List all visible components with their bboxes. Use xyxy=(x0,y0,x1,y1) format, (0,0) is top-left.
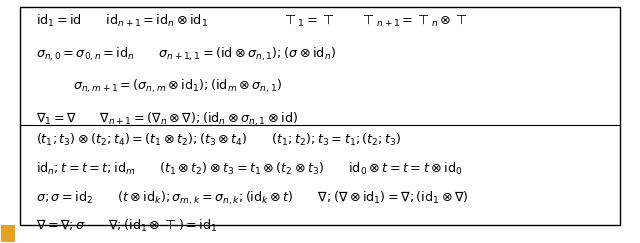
Text: $\nabla = \nabla;\sigma \qquad \nabla;(\mathrm{id}_1 \otimes \top) = \mathrm{id}: $\nabla = \nabla;\sigma \qquad \nabla;(\… xyxy=(36,218,218,234)
Text: $\sigma_{n,0} = \sigma_{0,n} = \mathrm{id}_n \qquad \sigma_{n+1,1} = (\mathrm{id: $\sigma_{n,0} = \sigma_{0,n} = \mathrm{i… xyxy=(36,45,336,63)
Bar xyxy=(1,226,15,242)
Text: $\qquad\quad \sigma_{n,m+1} = (\sigma_{n,m} \otimes \mathrm{id}_1);(\mathrm{id}_: $\qquad\quad \sigma_{n,m+1} = (\sigma_{n… xyxy=(36,78,282,95)
Text: $\sigma;\sigma = \mathrm{id}_2 \qquad (t \otimes \mathrm{id}_k);\sigma_{m,k} = \: $\sigma;\sigma = \mathrm{id}_2 \qquad (t… xyxy=(36,189,468,207)
Text: $\mathrm{id}_1 = \mathrm{id} \quad\quad \mathrm{id}_{n+1} = \mathrm{id}_n \otime: $\mathrm{id}_1 = \mathrm{id} \quad\quad … xyxy=(36,13,467,29)
Text: $\mathrm{id}_n;t = t = t;\mathrm{id}_m \qquad (t_1 \otimes t_2) \otimes t_3 = t_: $\mathrm{id}_n;t = t = t;\mathrm{id}_m \… xyxy=(36,161,463,177)
Text: $\nabla_1 = \nabla \qquad \nabla_{n+1} = (\nabla_n \otimes \nabla);(\mathrm{id}_: $\nabla_1 = \nabla \qquad \nabla_{n+1} =… xyxy=(36,111,298,128)
Text: $(t_1;t_3) \otimes (t_2;t_4) = (t_1 \otimes t_2);(t_3 \otimes t_4) \qquad (t_1;t: $(t_1;t_3) \otimes (t_2;t_4) = (t_1 \oti… xyxy=(36,132,401,148)
